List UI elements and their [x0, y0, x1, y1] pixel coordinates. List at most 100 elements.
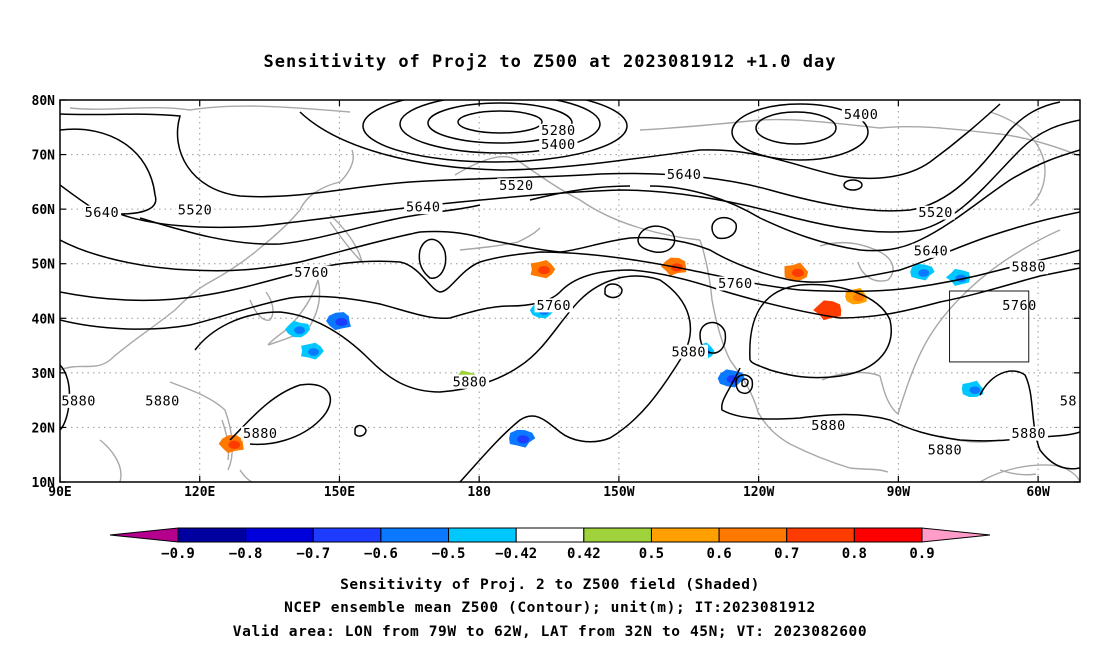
- colorbar-segment: [380, 527, 450, 543]
- footer-line-1: Sensitivity of Proj. 2 to Z500 field (Sh…: [340, 577, 760, 593]
- contour-alaska-closed: [418, 238, 447, 279]
- y-tick-label: 70N: [32, 149, 56, 164]
- contour-label-bg: [925, 442, 965, 457]
- contour-label-bg: [1009, 426, 1048, 441]
- sensitivity-core: [918, 269, 930, 277]
- colorbar-label: 0.7: [774, 546, 799, 562]
- sensitivity-core: [538, 266, 551, 275]
- coastline-canada-arctic: [639, 118, 1080, 157]
- contour-label: 5880: [672, 344, 707, 360]
- contour-label: 58: [1060, 393, 1077, 409]
- contour-label: 5880: [811, 418, 846, 434]
- contour-label: 5280: [541, 123, 576, 139]
- contour-label-bg: [534, 298, 573, 313]
- colorbar-label: −0.5: [432, 546, 466, 562]
- axis-ticks: 90E 120E 150E 180 150W 120W 90W 60W 80N 70N 60N 50N…: [32, 94, 1080, 500]
- colorbar-low-arrow: [109, 527, 179, 543]
- colorbar-label: −0.9: [161, 546, 195, 562]
- contour-east-low-2: [731, 103, 869, 161]
- x-tick-label: 60W: [1026, 485, 1050, 500]
- contour-label: 5640: [667, 167, 702, 183]
- contour-label-bg: [450, 374, 490, 389]
- colorbar-segment: [177, 527, 247, 543]
- contour-label-bg: [911, 243, 951, 258]
- valid-area-box: [949, 290, 1030, 363]
- contour-label-bg: [916, 205, 955, 220]
- x-tick-label: 90E: [48, 485, 71, 500]
- coastline-greenland: [989, 111, 1046, 207]
- colorbar-segment: [786, 527, 855, 543]
- coastline-china-south: [169, 381, 234, 471]
- contour-label: 5880: [61, 393, 96, 409]
- sensitivity-core: [791, 268, 804, 278]
- coastline-indochina: [99, 439, 122, 482]
- contour-label-bg: [1009, 260, 1048, 275]
- colorbar-label: 0.8: [842, 546, 867, 562]
- sensitivity-core: [294, 326, 305, 334]
- coastlines: [60, 105, 1080, 482]
- y-tick-label: 80N: [32, 94, 56, 109]
- contour-label-bg: [539, 123, 578, 138]
- contour-label: 5760: [1002, 298, 1037, 314]
- colorbar-segment: [312, 527, 382, 543]
- sensitivity-core: [335, 317, 348, 327]
- x-tick-label: 150W: [603, 485, 634, 500]
- x-tick-label: 90W: [887, 485, 911, 500]
- contour-label-bg: [716, 276, 755, 291]
- contour-label: 5520: [178, 202, 213, 218]
- colorbar-segment: [650, 527, 720, 543]
- colorbar-segment: [515, 527, 585, 543]
- colorbar-label: 0.42: [567, 546, 601, 562]
- contour-gulf-alaska-small: [711, 216, 737, 240]
- y-tick-label: 60N: [32, 203, 56, 218]
- contour-5880-scs: [229, 383, 331, 446]
- contour-ne-pacific-closed: [637, 225, 676, 253]
- contour-label-bg: [809, 418, 848, 433]
- contour-label-bg: [497, 178, 536, 193]
- contour-5340: [399, 100, 601, 154]
- contour-label-bg: [59, 393, 98, 408]
- y-tick-label: 20N: [32, 421, 56, 436]
- sensitivity-core: [969, 386, 981, 395]
- contour-5460: [299, 103, 1001, 180]
- coastline-hudson: [819, 241, 894, 282]
- coastline-gulf: [821, 371, 899, 415]
- coastline-korea: [249, 291, 274, 321]
- contour-5880-east: [749, 283, 892, 379]
- contour-label: 5400: [541, 137, 576, 153]
- contour-label: 5760: [718, 276, 753, 292]
- colorbar-label: 0.5: [639, 546, 664, 562]
- contour-label-bg: [292, 265, 331, 280]
- coastline-arctic-siberia: [69, 105, 351, 113]
- y-tick-label: 50N: [32, 258, 56, 273]
- y-tick-label: 30N: [32, 367, 56, 382]
- contour-5820: [60, 267, 1080, 330]
- contour-gulf-cal-b: [741, 378, 749, 388]
- x-tick-label: 150E: [324, 485, 355, 500]
- contour-5520: [60, 101, 1061, 212]
- contour-small-east: [843, 179, 863, 191]
- y-tick-label: 40N: [32, 312, 56, 327]
- chart-title: Sensitivity of Proj2 to Z500 at 20230819…: [264, 52, 837, 72]
- contour-label: 5880: [453, 374, 488, 390]
- contour-label: 5880: [145, 393, 180, 409]
- coastline-na-west: [699, 239, 791, 445]
- map-frame: [59, 99, 1081, 483]
- contour-5760: [60, 249, 1080, 302]
- colorbar-segment: [245, 527, 314, 543]
- colorbar-label: 0.9: [909, 546, 934, 562]
- contour-label-bg: [175, 202, 215, 217]
- colorbar-label: −0.6: [364, 546, 398, 562]
- colorbar-segment: [718, 527, 788, 543]
- contour-label-bg: [669, 344, 708, 359]
- colorbar: −0.9 −0.8 −0.7 −0.6 −0.5 −0.42 0.42 0.5 0.6 0.7 0.…: [109, 527, 991, 562]
- contour-label: 5520: [918, 205, 953, 221]
- contour-label: 5520: [499, 178, 534, 194]
- sensitivity-core: [517, 435, 530, 444]
- colorbar-high-arrow: [921, 527, 991, 543]
- coastline-central-america: [789, 443, 889, 473]
- contour-5880-atlantic: [979, 370, 1080, 470]
